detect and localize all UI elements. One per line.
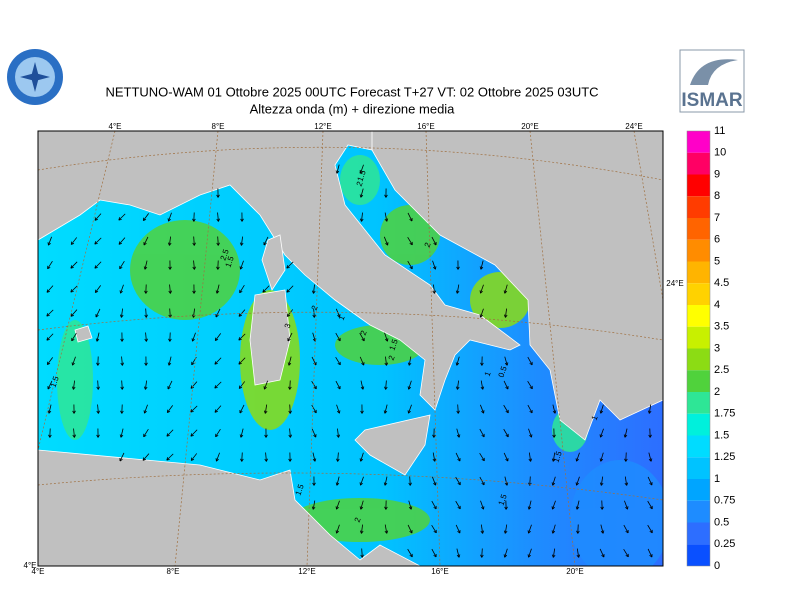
legend-label: 1.75 [714, 408, 735, 420]
corner-label: 4°E [24, 561, 37, 570]
legend-label: 1 [714, 473, 720, 485]
legend-swatch [687, 240, 710, 262]
legend-swatch [687, 349, 710, 371]
legend-label: 6 [714, 234, 720, 246]
lon-label-top: 12°E [314, 122, 331, 131]
legend-label: 2.5 [714, 364, 729, 376]
subtitle: Altezza onda (m) + direzione media [250, 101, 456, 116]
legend-label: 4.5 [714, 277, 729, 289]
legend-label: 10 [714, 147, 726, 159]
legend-swatch [687, 414, 710, 436]
legend-swatch [687, 457, 710, 479]
legend-label: 0 [714, 560, 720, 572]
legend-swatch [687, 175, 710, 197]
lon-label-top: 24°E [625, 122, 642, 131]
lon-label-bottom: 8°E [167, 567, 180, 576]
legend-swatch [687, 523, 710, 545]
legend-label: 5 [714, 255, 720, 267]
lon-label-top: 4°E [109, 122, 122, 131]
lon-label-bottom: 16°E [431, 567, 448, 576]
logo-left [7, 49, 63, 105]
legend-swatch [687, 501, 710, 523]
lon-label-bottom: 12°E [298, 567, 315, 576]
legend-label: 7 [714, 212, 720, 224]
legend-swatch [687, 370, 710, 392]
legend-swatch [687, 479, 710, 501]
lat-label-right: 24°E [666, 279, 683, 288]
legend-label: 3 [714, 342, 720, 354]
legend-label: 11 [714, 125, 725, 137]
legend-swatch [687, 196, 710, 218]
legend-swatch [687, 262, 710, 284]
legend-swatch [687, 153, 710, 175]
legend-swatch [687, 218, 710, 240]
title: NETTUNO-WAM 01 Ottobre 2025 00UTC Foreca… [105, 84, 598, 99]
lon-label-top: 16°E [417, 122, 434, 131]
legend-label: 0.75 [714, 495, 735, 507]
lon-label-bottom: 20°E [566, 567, 583, 576]
legend-label: 3.5 [714, 321, 729, 333]
legend-label: 1.5 [714, 429, 729, 441]
lon-label-top: 8°E [212, 122, 225, 131]
legend-swatch [687, 544, 710, 566]
legend-swatch [687, 327, 710, 349]
legend-label: 2 [714, 386, 720, 398]
map [38, 131, 670, 580]
legend-swatch [687, 283, 710, 305]
legend-label: 9 [714, 168, 720, 180]
legend-label: 4 [714, 299, 720, 311]
legend-label: 0.25 [714, 538, 735, 550]
legend-swatch [687, 436, 710, 458]
lon-label-top: 20°E [521, 122, 538, 131]
legend-swatch [687, 392, 710, 414]
legend-label: 8 [714, 190, 720, 202]
legend-swatch [687, 131, 710, 153]
logo-text: ISMAR [681, 90, 743, 111]
legend-label: 1.25 [714, 451, 735, 463]
legend-label: 0.5 [714, 516, 729, 528]
legend-swatch [687, 305, 710, 327]
logo-right: ISMAR [680, 50, 744, 112]
